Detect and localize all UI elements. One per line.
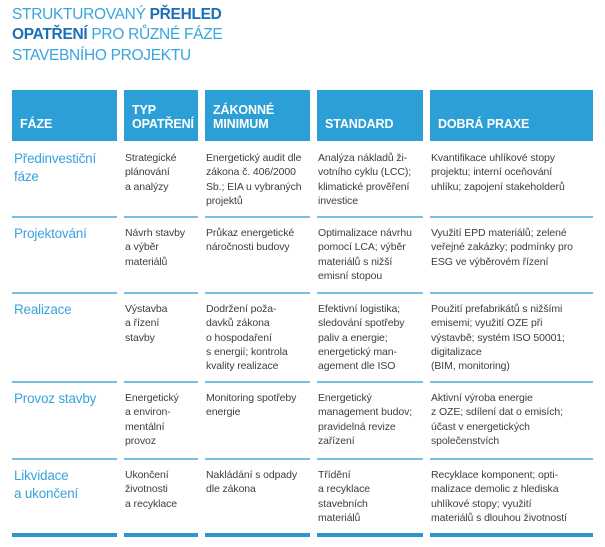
header-cell-dobra-praxe: DOBRÁ PRAXE [430,90,593,141]
table-cell: Kvantifikace uhlíkové stopy projektu; in… [431,152,565,193]
table-cell: Monitoring spotřeby energie [205,381,310,458]
page-title: STRUKTUROVANÝ PŘEHLED OPATŘENÍ PRO RŮZNÉ… [12,5,223,66]
phase-label: Provoz stavby [12,381,117,458]
table-cell: Analýza nákladů ži- votního cyklu (LCC);… [318,152,412,207]
table-cell: Ukončení životnosti a recyklace [124,458,198,537]
header-cell-faze: FÁZE [12,90,117,141]
phase-label: Předinvestiční fáze [14,151,96,184]
title-segment: OPATŘENÍ [12,26,88,44]
table-cell: Energetický management budov; pravidelná… [317,381,423,458]
table-cell: Energetický audit dle zákona č. 406/2000… [206,152,302,207]
phase-label: Likvidace a ukončení [12,458,117,537]
table-cell: Použití prefabrikátů s nižšími emisemi; … [430,292,593,381]
table-cell: Průkaz energetické náročnosti budovy [205,216,310,292]
header-cell-zakonne-minimum: ZÁKONNÉ MINIMUM [205,90,310,141]
phase-label: Realizace [12,292,117,381]
table-cell: Aktivní výroba energie z OZE; sdílení da… [430,381,593,458]
table-cell: Využití EPD materiálů; zelené veřejné za… [430,216,593,292]
title-segment: PŘEHLED [149,6,222,23]
table-cell: Recyklace komponent; opti- malizace demo… [430,458,593,537]
table-cell: Dodržení poža- davků zákona o hospodařen… [205,292,310,381]
header-cell-standard: STANDARD [317,90,423,141]
table-cell: Výstavba a řízení stavby [124,292,198,381]
phase-label: Projektování [12,216,117,292]
table-cell: Energetický a environ- mentální provoz [124,381,198,458]
title-segment: STRUKTUROVANÝ [12,6,150,23]
title-segment: PRO RŮZNÉ FÁZE [87,26,223,44]
measures-table: FÁZE TYP OPATŘENÍ ZÁKONNÉ MINIMUM STANDA… [12,90,593,537]
header-cell-typ-opatreni: TYP OPATŘENÍ [124,90,198,141]
table-cell: Návrh stavby a výběr materiálů [124,216,198,292]
table-cell: Optimalizace návrhu pomocí LCA; výběr ma… [317,216,423,292]
table-cell: Třídění a recyklace stavebních materiálů [317,458,423,537]
table-cell: Strategické plánování a analýzy [125,152,177,193]
table-cell: Nakládání s odpady dle zákona [205,458,310,537]
table-cell: Efektivní logistika; sledování spotřeby … [317,292,423,381]
title-segment: STAVEBNÍHO PROJEKTU [12,46,191,64]
